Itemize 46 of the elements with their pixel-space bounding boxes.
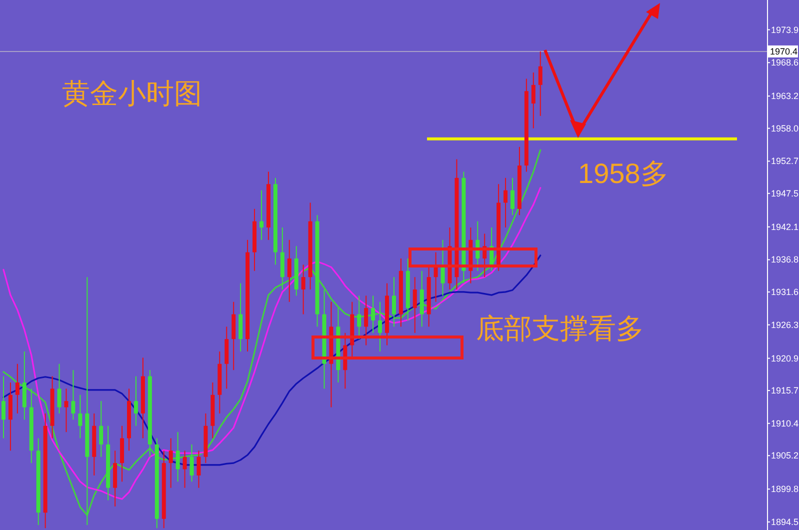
y-tick-label: 1905.2 [771, 450, 799, 461]
candlestick [182, 450, 187, 488]
annotation: 底部支撑看多 [476, 313, 644, 344]
candlestick [168, 438, 173, 488]
candlestick [71, 370, 76, 420]
candlestick [504, 177, 508, 228]
text: 黄金小时图 [62, 78, 202, 109]
y-tick-label: 1926.3 [771, 320, 799, 330]
y-tick-label: 1942.1 [771, 222, 799, 232]
y-tick-label: 1915.7 [771, 386, 799, 396]
ref-line-label: 1958多 [578, 158, 668, 189]
y-tick-label: 1963.2 [771, 91, 799, 102]
y-tick-label: 1968.6 [771, 58, 799, 68]
candlestick [176, 432, 180, 482]
candlestick [531, 72, 536, 129]
ref-line-label: 1970.4 [770, 46, 798, 56]
y-tick-label: 1910.4 [771, 418, 799, 428]
y-tick-label: 1952.7 [771, 156, 799, 166]
candlestick [392, 276, 396, 328]
candlestick [301, 264, 306, 315]
candlestick [510, 177, 514, 216]
candlestick [57, 363, 62, 414]
candlestick [15, 363, 20, 414]
y-tick-label: 1894.5 [771, 516, 799, 527]
candlestick [64, 388, 68, 433]
candlestick [1, 376, 6, 439]
candlestick [259, 190, 264, 240]
candlestick [412, 276, 417, 334]
candlestick [364, 295, 368, 346]
candlestick [371, 295, 376, 334]
y-tick-label: 1958.0 [771, 123, 799, 134]
candlestick [196, 450, 201, 488]
candlestick [190, 444, 194, 482]
y-tick-label: 1936.8 [771, 254, 799, 265]
candlestick [357, 295, 362, 340]
y-tick-label: 1973.9 [771, 24, 799, 35]
candlestick [78, 394, 82, 439]
candlestick [378, 301, 382, 352]
y-tick-label: 1899.8 [771, 484, 799, 494]
y-tick-label: 1920.9 [771, 353, 799, 364]
y-tick-label: 1931.6 [771, 286, 799, 297]
y-tick-label: 1947.5 [771, 188, 799, 198]
candlestick [538, 50, 542, 116]
candlestick [287, 239, 292, 302]
candlestick [134, 376, 138, 426]
candlestick [99, 400, 104, 458]
